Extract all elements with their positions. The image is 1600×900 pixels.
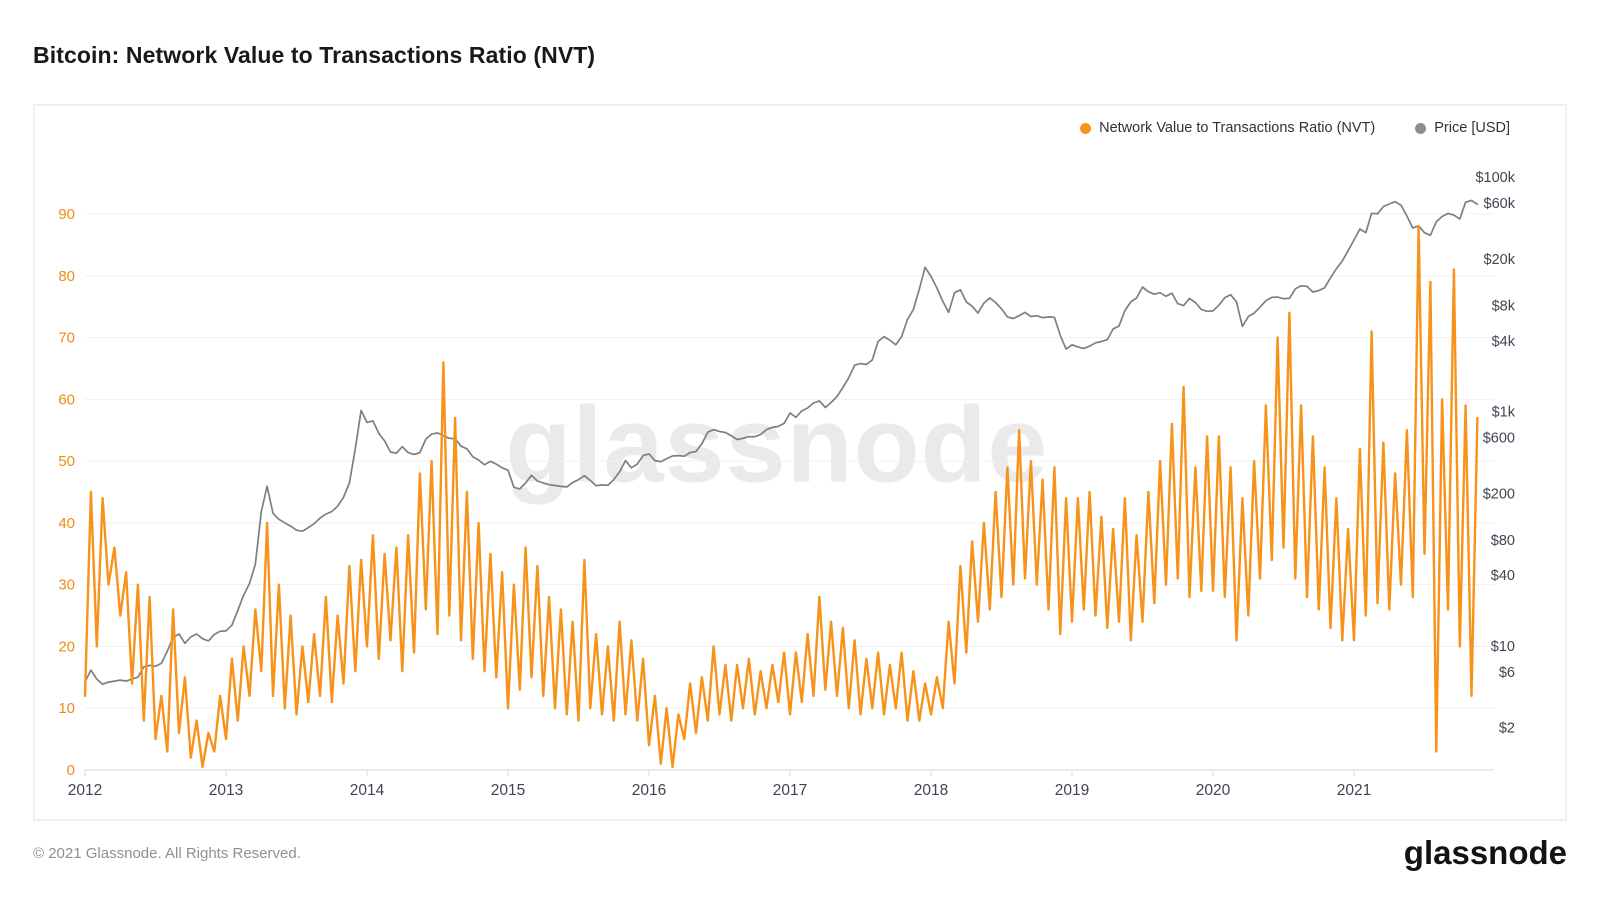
legend-item-price[interactable]: Price [USD] (1415, 120, 1510, 136)
svg-text:$2: $2 (1499, 721, 1515, 737)
svg-text:30: 30 (58, 577, 75, 594)
page-title: Bitcoin: Network Value to Transactions R… (33, 42, 596, 68)
svg-text:60: 60 (58, 391, 75, 408)
chart-legend: Network Value to Transactions Ratio (NVT… (1080, 120, 1510, 136)
svg-text:$6: $6 (1499, 665, 1515, 681)
footer: © 2021 Glassnode. All Rights Reserved. g… (33, 820, 1567, 886)
svg-text:$4k: $4k (1492, 334, 1516, 350)
legend-item-nvt[interactable]: Network Value to Transactions Ratio (NVT… (1080, 120, 1375, 136)
svg-text:2017: 2017 (773, 782, 807, 799)
price-legend-dot-icon (1415, 122, 1427, 134)
svg-text:2021: 2021 (1337, 782, 1371, 799)
nvt-legend-dot-icon (1080, 122, 1092, 134)
svg-text:2019: 2019 (1055, 782, 1089, 799)
svg-text:$80: $80 (1491, 533, 1515, 549)
svg-text:2020: 2020 (1196, 782, 1231, 799)
svg-text:2018: 2018 (914, 782, 948, 799)
svg-text:$20k: $20k (1484, 252, 1516, 268)
svg-text:90: 90 (58, 206, 75, 223)
legend-label-nvt: Network Value to Transactions Ratio (NVT… (1099, 120, 1376, 136)
svg-text:2012: 2012 (68, 782, 102, 799)
svg-text:$8k: $8k (1492, 299, 1516, 315)
svg-text:$40: $40 (1491, 568, 1515, 584)
svg-text:0: 0 (67, 762, 75, 779)
svg-text:$600: $600 (1483, 430, 1515, 446)
svg-text:2014: 2014 (350, 782, 385, 799)
svg-text:$60k: $60k (1484, 196, 1516, 212)
svg-text:$200: $200 (1483, 486, 1515, 502)
chart-panel: glassnode Network Value to Transactions … (33, 104, 1567, 821)
glassnode-logo: glassnode (1403, 834, 1567, 871)
svg-text:2015: 2015 (491, 782, 525, 799)
svg-text:40: 40 (58, 515, 75, 532)
svg-text:80: 80 (58, 268, 75, 285)
svg-text:$100k: $100k (1475, 170, 1515, 186)
svg-text:50: 50 (58, 453, 75, 470)
legend-label-price: Price [USD] (1434, 120, 1510, 136)
glassnode-watermark: glassnode (505, 383, 1049, 505)
svg-text:$10: $10 (1491, 639, 1515, 655)
copyright-text: © 2021 Glassnode. All Rights Reserved. (33, 844, 301, 862)
svg-text:2013: 2013 (209, 782, 243, 799)
svg-text:2016: 2016 (632, 782, 666, 799)
svg-text:$1k: $1k (1492, 404, 1516, 420)
svg-text:10: 10 (58, 700, 75, 717)
svg-text:70: 70 (58, 330, 75, 347)
svg-text:20: 20 (58, 638, 75, 655)
chart-canvas[interactable]: 2012 2013 2014 2015 2016 2017 2018 2019 2020 2021… (35, 106, 1565, 819)
